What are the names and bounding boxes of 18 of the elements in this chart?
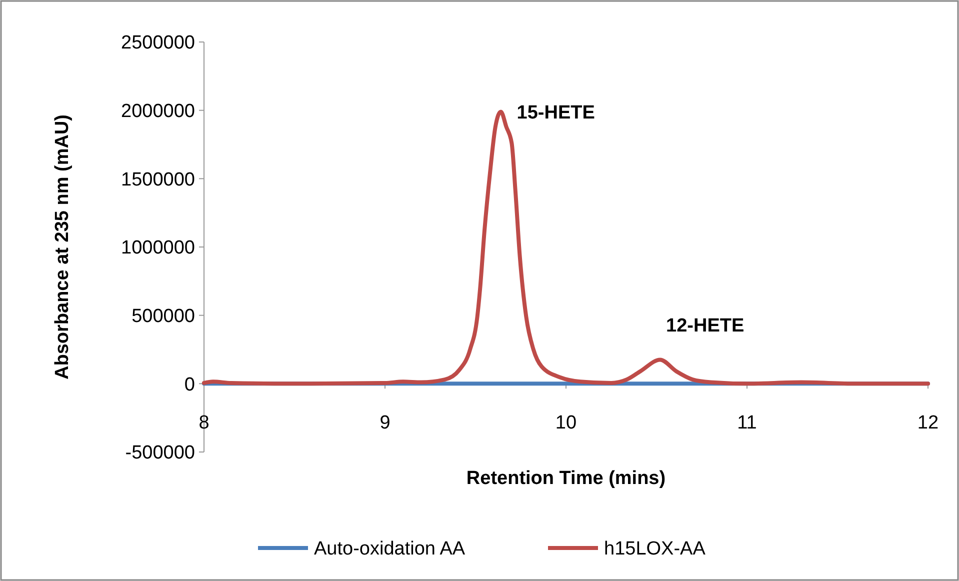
- y-tick-label: 0: [184, 374, 195, 396]
- y-axis-title: Absorbance at 235 nm (mAU): [52, 114, 73, 380]
- x-tick-label: 9: [380, 412, 390, 434]
- legend-label: Auto-oxidation AA: [314, 538, 466, 560]
- x-tick-label: 12: [917, 412, 939, 434]
- x-tick-label: 10: [555, 412, 577, 434]
- y-tick-label: 2500000: [121, 32, 195, 54]
- y-tick-label: 1000000: [121, 238, 195, 259]
- x-axis-title: Retention Time (mins): [466, 468, 666, 489]
- y-tick-label: 2000000: [121, 100, 195, 122]
- x-tick-label: 8: [198, 412, 210, 434]
- annotation: 15-HETE: [516, 102, 595, 124]
- legend-label: h15LOX-AA: [604, 538, 706, 560]
- y-tick-label: 500000: [132, 306, 195, 327]
- x-tick-label: 11: [737, 412, 757, 434]
- annotation: 12-HETE: [666, 315, 744, 336]
- y-tick-label: 1500000: [121, 169, 195, 190]
- y-tick-label: -500000: [125, 442, 195, 464]
